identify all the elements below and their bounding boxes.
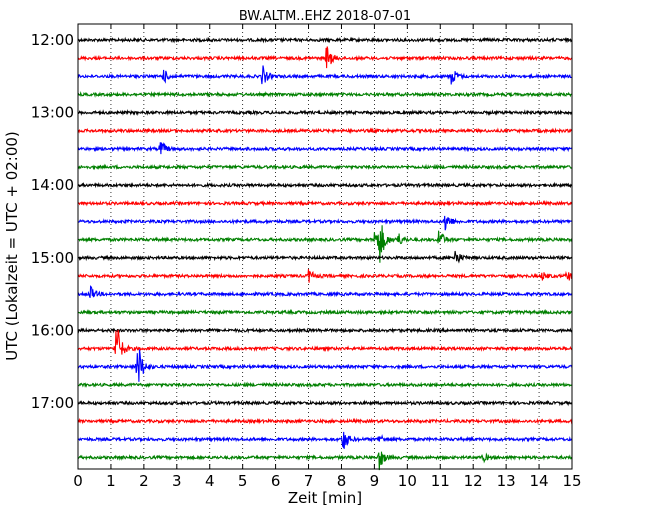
- trace-line: [77, 65, 573, 85]
- y-tick-label: 17:00: [31, 394, 74, 412]
- x-tick-label: 14: [530, 472, 549, 490]
- trace-line: [77, 215, 573, 231]
- trace-line: [77, 250, 573, 264]
- x-tick-label: 13: [497, 472, 516, 490]
- y-tick-label: 12:00: [31, 31, 74, 49]
- trace-line: [77, 431, 573, 449]
- x-tick-label: 15: [562, 472, 581, 490]
- x-tick-label: 10: [398, 472, 417, 490]
- trace-line: [77, 285, 573, 298]
- trace-line: [77, 199, 573, 207]
- trace-line: [77, 381, 573, 389]
- x-axis-ticks: 0 1 2 3 4 5 6 7 8 9 10 11 12 13 14 15: [73, 24, 582, 490]
- seismic-traces: [77, 36, 573, 471]
- trace-line: [77, 36, 573, 44]
- x-tick-label: 1: [106, 472, 116, 490]
- y-tick-label: 16:00: [31, 321, 74, 339]
- trace-line: [77, 109, 573, 117]
- trace-line: [77, 127, 573, 135]
- y-tick-label: 13:00: [31, 104, 74, 122]
- x-tick-label: 7: [304, 472, 314, 490]
- chart-title: BW.ALTM..EHZ 2018-07-01: [239, 9, 411, 24]
- trace-line: [77, 142, 573, 155]
- x-tick-label: 9: [370, 472, 380, 490]
- trace-line: [77, 308, 573, 316]
- plot-frame: [77, 23, 573, 470]
- trace-line: [77, 181, 573, 189]
- x-axis-label: Zeit [min]: [288, 489, 362, 507]
- trace-line: [77, 225, 573, 263]
- trace-line: [77, 46, 573, 69]
- x-tick-label: 0: [73, 472, 83, 490]
- x-tick-label: 12: [464, 472, 483, 490]
- trace-line: [77, 326, 573, 334]
- x-tick-label: 3: [172, 472, 182, 490]
- trace-line: [77, 90, 573, 98]
- y-tick-label: 14:00: [31, 176, 74, 194]
- x-tick-label: 8: [337, 472, 347, 490]
- x-tick-label: 2: [139, 472, 149, 490]
- x-tick-label: 6: [271, 472, 281, 490]
- trace-line: [77, 349, 573, 382]
- trace-line: [77, 417, 573, 425]
- trace-line: [77, 269, 573, 283]
- y-axis-ticks: 12:00 13:00 14:00 15:00 16:00 17:00: [31, 31, 572, 412]
- trace-line: [77, 399, 573, 407]
- trace-line: [77, 329, 573, 355]
- trace-line: [77, 451, 573, 471]
- trace-line: [77, 163, 573, 171]
- x-tick-label: 4: [205, 472, 215, 490]
- y-axis-label: UTC (Lokalzeit = UTC + 02:00): [3, 131, 21, 361]
- x-tick-label: 5: [238, 472, 248, 490]
- y-tick-label: 15:00: [31, 249, 74, 267]
- x-tick-label: 11: [431, 472, 450, 490]
